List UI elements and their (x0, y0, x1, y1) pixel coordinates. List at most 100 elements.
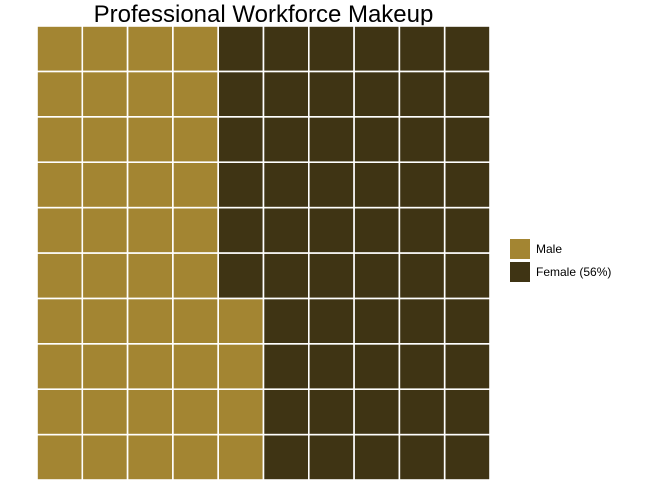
waffle-cell-female (443, 25, 491, 73)
waffle-cell-female (262, 297, 310, 345)
waffle-cell-male (217, 297, 265, 345)
waffle-cell-female (307, 70, 355, 118)
waffle-cell-male (36, 433, 84, 480)
waffle-cell-female (443, 161, 491, 209)
waffle-cell-male (217, 433, 265, 480)
waffle-cell-female (262, 252, 310, 300)
waffle-cell-female (443, 70, 491, 118)
waffle-cell-male (36, 388, 84, 436)
legend: Male Female (56%) (509, 237, 611, 283)
waffle-cell-male (36, 297, 84, 345)
legend-label-female: Female (56%) (536, 265, 612, 279)
waffle-cell-male (81, 388, 129, 436)
waffle-cell-male (217, 342, 265, 390)
waffle-cell-female (353, 116, 401, 164)
waffle-cell-female (307, 342, 355, 390)
waffle-cell-female (262, 342, 310, 390)
legend-item-male: Male (509, 237, 611, 261)
waffle-cell-male (126, 433, 174, 480)
waffle-cell-female (262, 206, 310, 254)
waffle-cell-male (172, 297, 219, 345)
waffle-cell-male (217, 388, 265, 436)
waffle-cell-female (217, 116, 265, 164)
waffle-cell-male (126, 342, 174, 390)
waffle-cell-male (81, 433, 129, 480)
waffle-cell-male (172, 161, 219, 209)
legend-item-female: Female (56%) (509, 260, 611, 284)
waffle-cell-female (262, 116, 310, 164)
waffle-cell-female (443, 342, 491, 390)
waffle-cell-female (443, 116, 491, 164)
waffle-cell-female (353, 206, 401, 254)
waffle-cell-male (81, 252, 129, 300)
waffle-cell-female (398, 25, 446, 73)
waffle-cell-female (353, 342, 401, 390)
waffle-cell-female (398, 206, 446, 254)
waffle-cell-female (443, 388, 491, 436)
waffle-cell-male (81, 161, 129, 209)
waffle-cell-male (36, 252, 84, 300)
waffle-cell-male (36, 25, 84, 73)
waffle-cell-female (353, 297, 401, 345)
waffle-cell-female (217, 206, 265, 254)
waffle-cell-male (81, 206, 129, 254)
waffle-cell-male (172, 206, 219, 254)
waffle-cell-female (307, 433, 355, 480)
waffle-cell-male (172, 116, 219, 164)
waffle-cell-male (36, 161, 84, 209)
waffle-cell-male (126, 70, 174, 118)
waffle-cell-female (443, 252, 491, 300)
waffle-cell-male (36, 342, 84, 390)
waffle-cell-female (443, 206, 491, 254)
waffle-cell-female (353, 433, 401, 480)
waffle-cell-female (398, 433, 446, 480)
waffle-cell-female (398, 116, 446, 164)
waffle-cell-female (262, 70, 310, 118)
waffle-cell-male (172, 433, 219, 480)
waffle-cell-male (81, 297, 129, 345)
waffle-cell-male (126, 252, 174, 300)
waffle-cell-male (172, 388, 219, 436)
legend-key-female (509, 261, 531, 283)
waffle-cell-female (443, 297, 491, 345)
waffle-cell-male (81, 70, 129, 118)
waffle-cell-female (307, 206, 355, 254)
waffle-cell-male (126, 206, 174, 254)
legend-label-male: Male (536, 242, 563, 256)
waffle-cell-female (443, 433, 491, 480)
waffle-cell-male (126, 116, 174, 164)
waffle-cell-female (353, 25, 401, 73)
waffle-cell-male (81, 342, 129, 390)
waffle-cell-male (172, 252, 219, 300)
waffle-cell-female (262, 161, 310, 209)
waffle-cell-female (217, 25, 265, 73)
waffle-cell-female (398, 161, 446, 209)
waffle-cell-female (262, 25, 310, 73)
waffle-cell-female (353, 70, 401, 118)
waffle-cell-female (217, 70, 265, 118)
waffle-cell-female (262, 433, 310, 480)
waffle-cell-female (262, 388, 310, 436)
waffle-cell-male (81, 116, 129, 164)
waffle-cell-male (36, 70, 84, 118)
waffle-cell-female (353, 161, 401, 209)
waffle-cell-female (353, 252, 401, 300)
waffle-cell-female (398, 342, 446, 390)
waffle-cell-male (172, 25, 219, 73)
waffle-cell-female (398, 70, 446, 118)
waffle-cell-male (36, 206, 84, 254)
waffle-cell-female (217, 161, 265, 209)
waffle-cell-male (126, 25, 174, 73)
waffle-cell-male (81, 25, 129, 73)
waffle-cell-male (126, 161, 174, 209)
chart-title: Professional Workforce Makeup (93, 1, 434, 28)
waffle-cell-male (126, 388, 174, 436)
waffle-cell-female (307, 161, 355, 209)
waffle-cell-female (398, 252, 446, 300)
waffle-cell-female (307, 116, 355, 164)
waffle-cell-female (307, 25, 355, 73)
waffle-cell-female (398, 297, 446, 345)
waffle-cell-male (172, 342, 219, 390)
waffle-cell-female (217, 252, 265, 300)
